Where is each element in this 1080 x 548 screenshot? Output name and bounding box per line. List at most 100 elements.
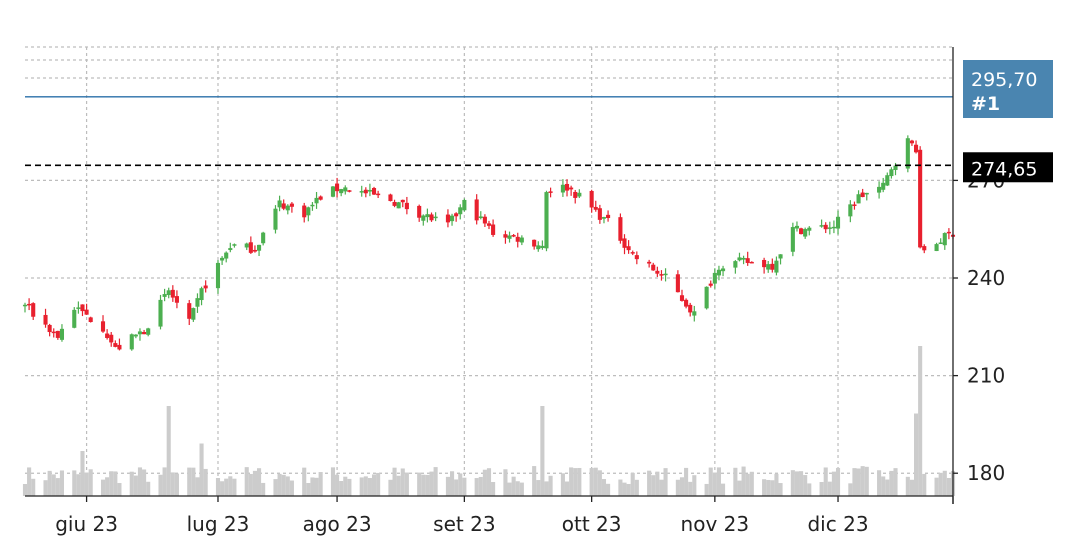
x-tick-label: lug 23 [187, 512, 250, 536]
volume-bar [519, 482, 524, 496]
volume-bar [113, 471, 118, 496]
candle-body [655, 270, 660, 274]
volume-bar [137, 467, 143, 496]
x-tick-label: ott 23 [562, 512, 622, 536]
candle-body [343, 187, 348, 192]
volume-bars [22, 346, 956, 496]
volume-bar [942, 470, 947, 496]
candle-body [626, 246, 631, 251]
candle-body [491, 224, 496, 235]
volume-bar [564, 481, 570, 496]
candle-body [244, 243, 249, 248]
candle-body [733, 261, 738, 268]
candle-body [630, 252, 635, 254]
volume-bar [548, 475, 553, 496]
volume-bar [429, 471, 434, 496]
candle-body [716, 269, 721, 276]
volume-bar [306, 483, 311, 496]
candle-body [909, 140, 914, 144]
volume-bar [913, 413, 919, 496]
volume-bar [425, 474, 430, 496]
volume-bar [158, 474, 163, 496]
volume-bar [745, 473, 750, 496]
volume-bar [302, 467, 307, 496]
volume-bar [228, 476, 233, 496]
volume-bar [454, 479, 459, 496]
volume-bar [359, 477, 364, 496]
candle-body [774, 260, 779, 273]
volume-bar [827, 481, 832, 496]
volume-bar [474, 478, 479, 496]
volume-bar [770, 480, 775, 496]
candle-body [129, 334, 134, 350]
candle-body [59, 328, 65, 340]
candle-body [347, 190, 352, 192]
volume-bar [257, 468, 262, 496]
volume-bar [536, 480, 541, 496]
candle-body [330, 186, 336, 197]
candle-body [474, 199, 479, 221]
volume-bar [540, 406, 545, 496]
candle-body [47, 324, 52, 333]
volume-bar [396, 475, 401, 496]
volume-bar [170, 472, 175, 496]
candle-body [601, 217, 607, 219]
candle-body [708, 283, 713, 286]
volume-bar [421, 474, 426, 496]
candle-body [778, 254, 783, 259]
candle-body [105, 333, 110, 338]
volume-bar [831, 471, 836, 496]
volume-bar [458, 473, 463, 496]
candle-body [191, 308, 196, 320]
candle-body [885, 175, 890, 186]
volume-bar [146, 481, 151, 496]
volume-bar [449, 471, 455, 496]
candle-body [367, 189, 372, 192]
volume-bar [376, 472, 381, 496]
volume-bar [823, 467, 828, 496]
candle-body [704, 286, 709, 309]
candle-body [688, 304, 693, 313]
volume-bar [310, 477, 315, 496]
volume-bar [573, 468, 578, 496]
volume-bar [675, 479, 680, 496]
volume-bar [462, 477, 467, 496]
volume-bar [909, 479, 914, 496]
candle-body [425, 214, 430, 218]
candle-body [540, 245, 545, 248]
volume-bar [129, 471, 134, 496]
candle-body [454, 213, 459, 217]
volume-bar [893, 468, 898, 496]
volume-bar [330, 467, 336, 496]
candle-body [400, 199, 405, 203]
volume-bar [199, 443, 204, 496]
volume-bar [651, 475, 656, 496]
volume-bar [400, 468, 405, 496]
volume-bar [392, 467, 397, 496]
candles [22, 135, 956, 351]
volume-bar [766, 479, 771, 496]
volume-bar [515, 481, 520, 496]
volume-bar [55, 478, 60, 496]
volume-bar [371, 474, 377, 496]
volume-bar [922, 473, 927, 496]
volume-bar [174, 473, 179, 496]
volume-bar [133, 475, 138, 496]
volume-bar [187, 467, 192, 496]
volume-bar [363, 476, 368, 496]
candle-body [663, 273, 668, 276]
candle-body [679, 295, 685, 301]
candle-body [445, 214, 450, 223]
volume-bar [597, 470, 602, 496]
candle-body [835, 216, 841, 229]
volume-bar [938, 472, 943, 496]
candle-body [51, 331, 56, 334]
candle-body [749, 261, 754, 264]
candle-body [515, 236, 520, 242]
volume-bar [482, 469, 487, 496]
x-tick-label: dic 23 [807, 512, 868, 536]
volume-bar [704, 483, 709, 496]
volume-bar [778, 483, 783, 496]
candle-body [113, 343, 118, 347]
